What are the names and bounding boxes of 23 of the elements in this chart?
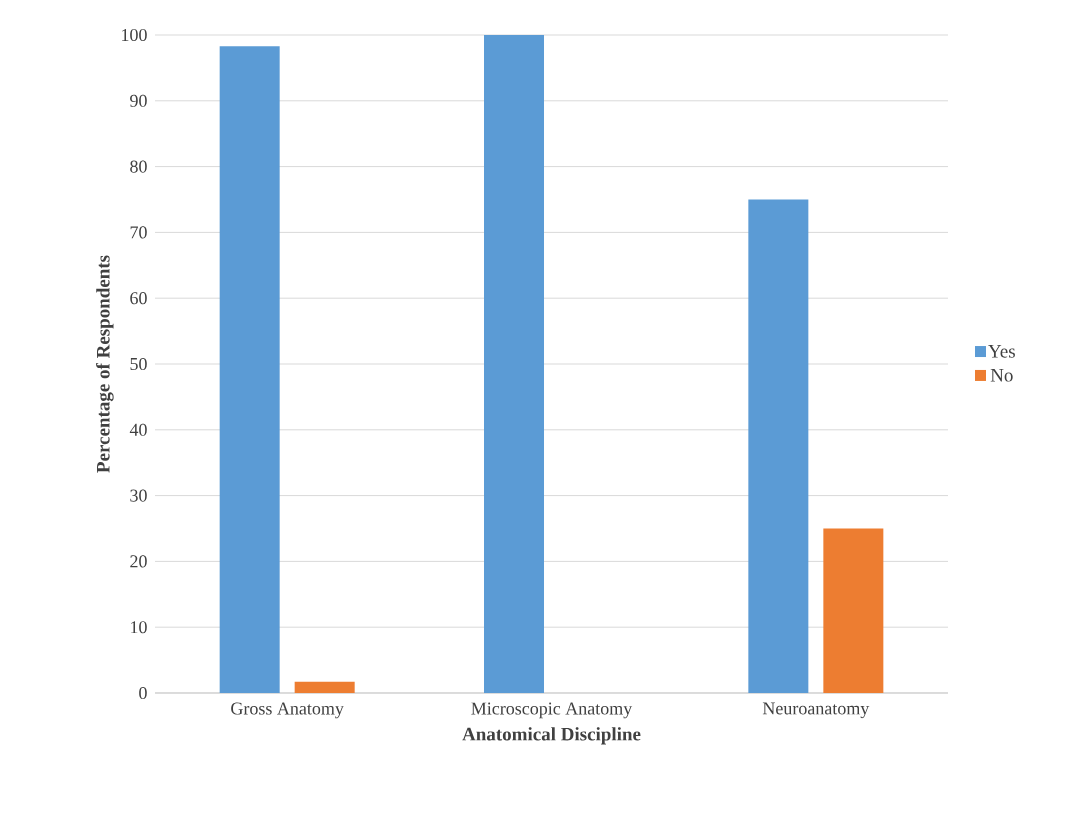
y-tick-label: 10 [131,621,147,634]
x-tick-label: Gross Anatomy [231,702,344,719]
y-tick-label: 40 [129,423,147,436]
bar [484,34,544,693]
x-axis-title: Anatomical Discipline [462,727,641,745]
bar [748,199,809,693]
y-tick-label: 60 [130,292,147,305]
bar [294,681,355,693]
x-tick-label: Neuroanatomy [762,702,870,719]
y-tick-label: 80 [130,160,147,173]
y-tick-label: 30 [130,489,147,502]
y-tick-label: 100 [122,28,147,42]
bar [823,528,884,693]
y-tick-label: 50 [130,357,147,371]
x-tick-label: Microscopic Anatomy [471,702,633,719]
y-tick-label: 90 [130,94,147,107]
y-tick-label: 70 [130,226,147,239]
y-tick-label: 20 [130,555,147,568]
y-tick-label: 0 [139,686,147,700]
bar [219,46,280,693]
y-axis-title: Percentage of Respondents [96,255,114,473]
legend-label: Yes [988,345,1015,358]
legend-label: No [990,368,1013,382]
